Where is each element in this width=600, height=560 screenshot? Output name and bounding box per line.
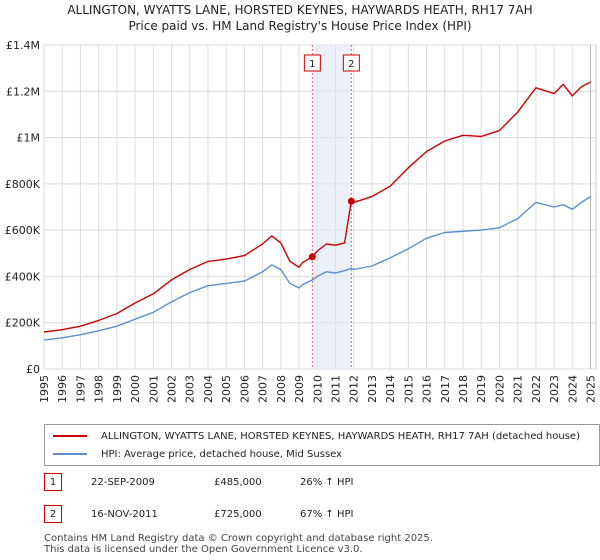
legend-swatch-hpi [53, 453, 87, 455]
transaction-row: 1 22-SEP-2009 £485,000 26% ↑ HPI [44, 473, 600, 493]
x-tick-label: 2011 [329, 375, 342, 403]
chart-subtitle: Price paid vs. HM Land Registry's House … [128, 19, 472, 33]
y-tick-label: £800K [5, 178, 41, 191]
transaction-badge: 1 [44, 473, 62, 491]
x-tick-label: 2000 [129, 375, 142, 403]
x-tick-label: 2008 [275, 375, 288, 403]
x-tick-label: 2006 [238, 375, 251, 403]
legend-entry-hpi: HPI: Average price, detached house, Mid … [53, 447, 342, 463]
series-lines [43, 81, 591, 341]
transaction-hpi-change: 67% ↑ HPI [300, 509, 354, 520]
sale-label: 2 [348, 59, 354, 70]
x-tick-label: 2019 [475, 375, 488, 403]
x-tick-label: 2013 [366, 375, 379, 403]
x-tick-label: 2014 [384, 375, 397, 403]
x-tick-label: 2009 [293, 375, 306, 403]
property-price-line [43, 81, 591, 333]
y-tick-label: £200K [5, 317, 41, 330]
x-tick-label: 1997 [74, 375, 87, 403]
x-tick-label: 2003 [184, 375, 197, 403]
sale-point [308, 253, 316, 261]
x-tick-label: 2017 [439, 375, 452, 403]
y-tick-label: £1M [17, 132, 41, 145]
legend-swatch-property [53, 435, 87, 437]
x-tick-label: 2024 [566, 375, 579, 403]
transaction-price: £725,000 [214, 509, 262, 520]
sale-label-box [342, 54, 360, 72]
legend-label-property: ALLINGTON, WYATTS LANE, HORSTED KEYNES, … [101, 431, 580, 442]
x-tick-label: 2016 [421, 375, 434, 403]
attribution-footer: Contains HM Land Registry data © Crown c… [44, 533, 433, 555]
transaction-price: £485,000 [214, 477, 262, 488]
y-tick-label: £0 [26, 363, 40, 376]
transaction-hpi-change: 26% ↑ HPI [300, 477, 354, 488]
legend-entry-property: ALLINGTON, WYATTS LANE, HORSTED KEYNES, … [53, 429, 580, 445]
hpi-line [43, 196, 591, 341]
x-tick-label: 1999 [111, 375, 124, 403]
x-tick-label: 2012 [348, 375, 361, 403]
x-tick-label: 2022 [530, 375, 543, 403]
legend-label-hpi: HPI: Average price, detached house, Mid … [101, 449, 343, 460]
sale-label-box [303, 54, 321, 72]
y-tick-label: £600K [5, 224, 41, 237]
x-tick-label: 2001 [147, 375, 160, 403]
y-tick-label: £400K [5, 270, 41, 283]
sale-period-band [312, 45, 352, 369]
x-tick-label: 2005 [220, 375, 233, 403]
x-tick-label: 2021 [512, 375, 525, 403]
chart-title: ALLINGTON, WYATTS LANE, HORSTED KEYNES, … [67, 3, 533, 17]
x-tick-label: 1998 [93, 375, 106, 403]
transaction-badge: 2 [44, 505, 62, 523]
transaction-date: 16-NOV-2011 [91, 509, 158, 520]
sale-point [347, 197, 355, 205]
sale-period-shading [311, 45, 592, 369]
attribution-line: This data is licensed under the Open Gov… [44, 544, 363, 555]
x-tick-label: 2023 [548, 375, 561, 403]
x-tick-label: 2004 [202, 375, 215, 403]
x-tick-label: 2007 [257, 375, 270, 403]
x-tick-label: 1996 [56, 375, 69, 403]
y-tick-label: £1.2M [6, 85, 40, 98]
x-tick-label: 2010 [311, 375, 324, 403]
y-tick-label: £1.4M [6, 39, 40, 52]
transaction-row: 2 16-NOV-2011 £725,000 67% ↑ HPI [44, 505, 600, 525]
x-tick-label: 2015 [402, 375, 415, 403]
x-tick-label: 2018 [457, 375, 470, 403]
x-tick-label: 2002 [166, 375, 179, 403]
x-tick-label: 2025 [585, 375, 598, 403]
chart-legend: ALLINGTON, WYATTS LANE, HORSTED KEYNES, … [44, 424, 600, 466]
attribution-line: Contains HM Land Registry data © Crown c… [44, 533, 433, 544]
x-tick-label: 2020 [493, 375, 506, 403]
x-tick-label: 1995 [38, 375, 51, 403]
transaction-date: 22-SEP-2009 [91, 477, 155, 488]
sale-label: 1 [309, 59, 315, 70]
